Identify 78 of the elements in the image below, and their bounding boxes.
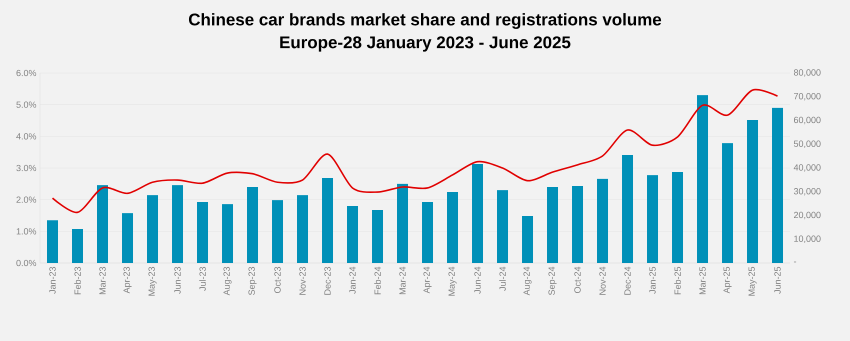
x-tick-label: Feb-24 — [374, 266, 381, 294]
y-tick-label: 4.0% — [16, 133, 36, 140]
y-tick-label: 3.0% — [16, 164, 36, 172]
x-tick-label: Feb-25 — [674, 266, 681, 294]
x-tick-label: Jan-24 — [349, 266, 356, 294]
bar — [622, 154, 634, 263]
x-tick-label: Mar-25 — [699, 266, 706, 294]
x-tick-label: Jan-25 — [649, 266, 656, 294]
y2-tick-label: 20,000 — [794, 212, 821, 220]
x-tick-label: Aug-24 — [523, 266, 532, 296]
x-tick-label: Sep-24 — [548, 266, 557, 296]
bar — [397, 184, 408, 263]
bar — [222, 204, 234, 263]
bar — [72, 229, 84, 263]
bar — [772, 108, 784, 263]
bar — [272, 200, 284, 263]
bar — [472, 164, 484, 263]
bar — [322, 178, 334, 263]
y-tick-label: 1.0% — [16, 228, 36, 235]
y-tick-label: 5.0% — [16, 101, 36, 108]
y2-tick-label: 30,000 — [794, 188, 821, 196]
bar — [497, 190, 508, 263]
x-tick-label: Jun-23 — [174, 266, 181, 294]
y2-tick-label: 80,000 — [794, 69, 821, 77]
bar — [697, 95, 708, 263]
bar — [572, 186, 584, 263]
y-tick-label: 0.0% — [16, 260, 36, 266]
chart-subtitle: Europe-28 January 2023 - June 2025 — [280, 36, 570, 52]
x-tick-label: Nov-24 — [599, 266, 606, 295]
x-tick-label: Mar-23 — [99, 266, 106, 294]
bar — [372, 210, 384, 263]
x-tick-label: Jun-25 — [774, 266, 781, 294]
x-tick-label: Feb-23 — [74, 266, 81, 294]
bar — [97, 185, 108, 263]
x-tick-label: Jul-23 — [199, 266, 206, 291]
bar — [647, 175, 658, 263]
x-tick-label: May-24 — [448, 266, 457, 296]
chart-title: Chinese car brands market share and registrations volume — [188, 13, 662, 29]
y2-tick-label: 10,000 — [794, 236, 821, 243]
x-tick-label: Jan-23 — [49, 266, 56, 294]
x-tick-label: Oct-24 — [574, 266, 581, 294]
x-tick-label: Nov-23 — [299, 266, 306, 295]
y-tick-label: 6.0% — [16, 70, 36, 76]
y2-tick-label: 40,000 — [794, 164, 821, 172]
bar — [547, 187, 558, 263]
bar — [197, 202, 208, 263]
y2-tick-label: 50,000 — [794, 140, 821, 148]
bar — [747, 120, 758, 263]
y2-tick-label: 70,000 — [794, 93, 821, 100]
bar — [347, 206, 358, 263]
bar — [597, 178, 608, 263]
line-series — [52, 89, 778, 214]
x-tick-label: Apr-25 — [723, 266, 732, 294]
bar — [297, 195, 308, 263]
bar — [447, 192, 458, 263]
bar — [247, 187, 258, 263]
bar — [672, 172, 684, 263]
x-tick-label: May-25 — [748, 266, 757, 296]
bar — [122, 213, 134, 263]
x-tick-label: May-23 — [148, 266, 157, 296]
x-tick-label: Dec-24 — [624, 266, 631, 295]
x-tick-label: Apr-23 — [123, 266, 132, 294]
x-tick-label: Dec-23 — [324, 266, 331, 295]
x-tick-label: Jul-24 — [499, 266, 506, 291]
x-tick-label: Aug-23 — [223, 266, 232, 296]
bar — [47, 220, 58, 263]
bar — [147, 195, 158, 263]
bar — [422, 202, 434, 263]
x-tick-label: Mar-24 — [399, 266, 406, 294]
bar — [722, 143, 734, 263]
x-tick-label: Oct-23 — [274, 266, 281, 294]
y2-tick-label: 60,000 — [794, 116, 821, 124]
x-tick-label: Apr-24 — [423, 266, 432, 294]
x-tick-label: Sep-23 — [248, 266, 257, 296]
bar — [522, 216, 534, 263]
x-tick-label: Jun-24 — [474, 266, 481, 294]
y-tick-label: 2.0% — [16, 196, 36, 203]
bar — [172, 185, 184, 263]
